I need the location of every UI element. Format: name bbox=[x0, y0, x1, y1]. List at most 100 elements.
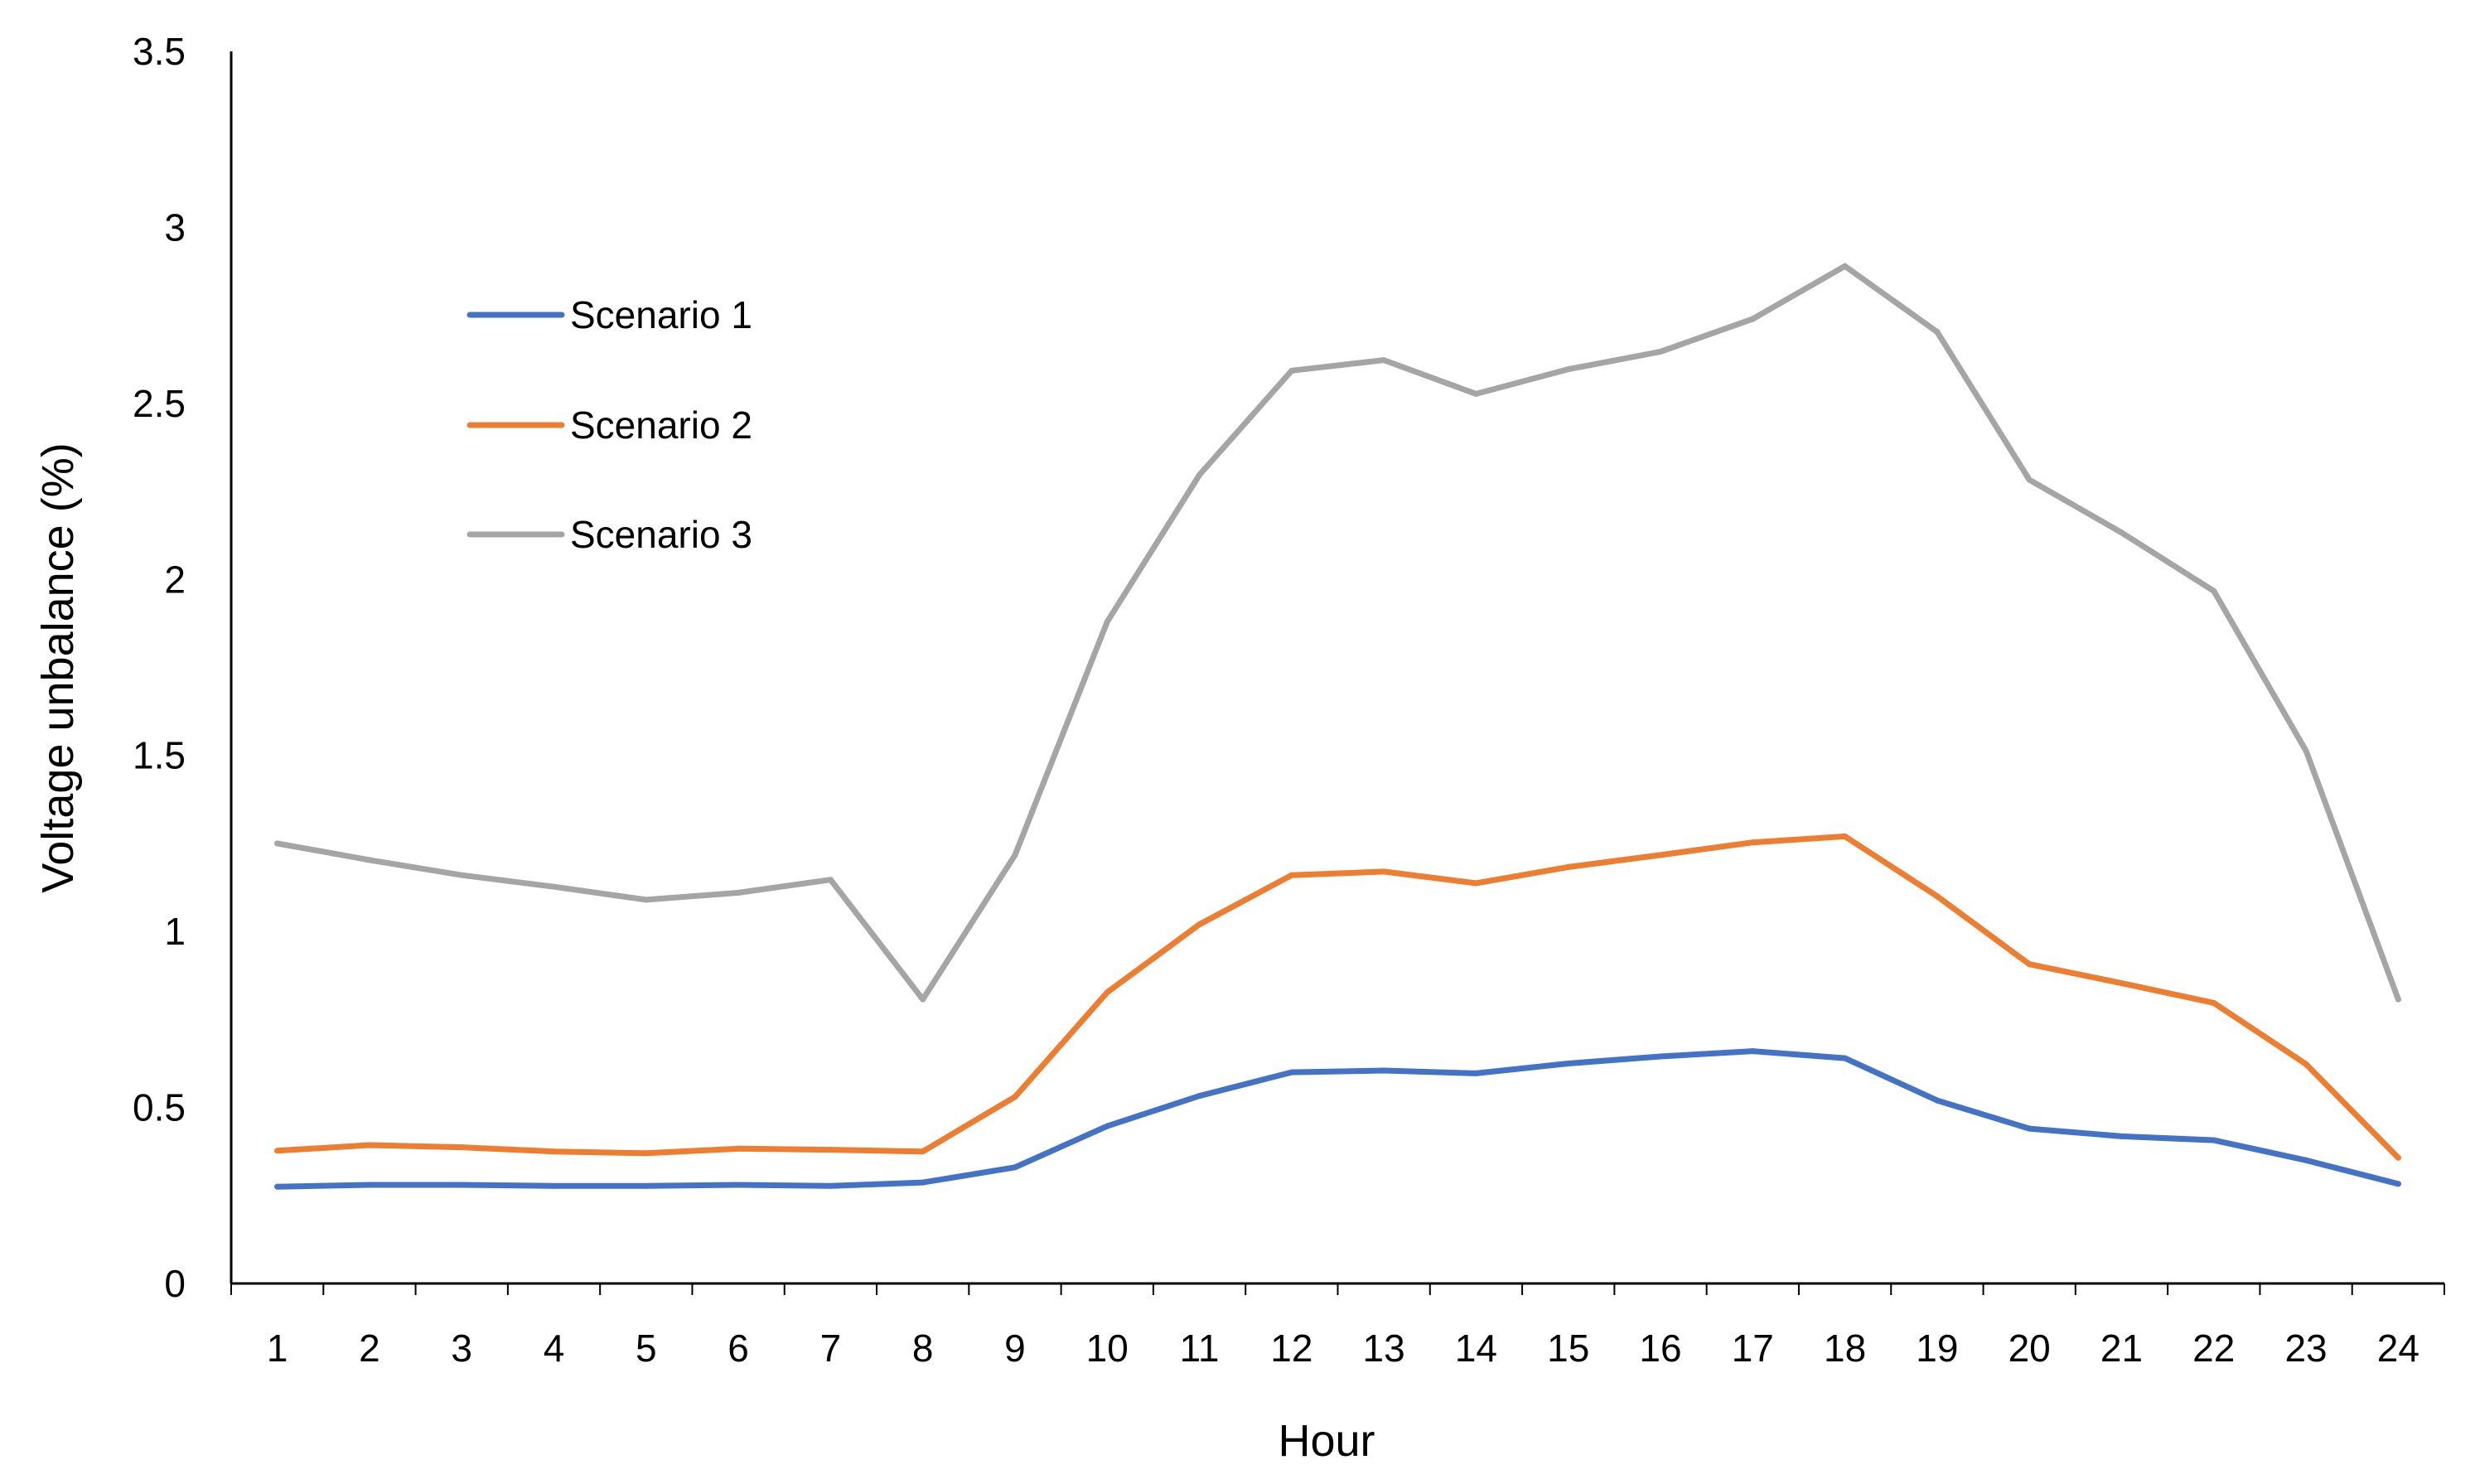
data-point bbox=[274, 1183, 281, 1190]
data-point bbox=[551, 883, 558, 890]
x-tick-label: 9 bbox=[1004, 1327, 1026, 1370]
data-point bbox=[2118, 529, 2125, 536]
data-point bbox=[458, 872, 465, 878]
x-tick-label: 11 bbox=[1180, 1327, 1220, 1370]
x-tick-label: 12 bbox=[1270, 1327, 1312, 1370]
x-tick-label: 2 bbox=[359, 1327, 380, 1370]
x-tick-label: 21 bbox=[2100, 1327, 2143, 1370]
series-line bbox=[274, 263, 2401, 1003]
data-point bbox=[827, 1147, 834, 1153]
legend-item: Scenario 1 bbox=[466, 293, 752, 336]
x-tick-label: 5 bbox=[636, 1327, 657, 1370]
series-line bbox=[274, 1048, 2401, 1190]
legend-label: Scenario 2 bbox=[570, 404, 752, 447]
x-tick-label: 6 bbox=[728, 1327, 749, 1370]
x-tick-label: 8 bbox=[912, 1327, 934, 1370]
data-point bbox=[1842, 263, 1849, 269]
data-point bbox=[274, 840, 281, 847]
data-point bbox=[2211, 587, 2217, 594]
x-tick-label: 7 bbox=[820, 1327, 842, 1370]
x-tick-label: 1 bbox=[267, 1327, 288, 1370]
data-point bbox=[1565, 1060, 1572, 1066]
data-point bbox=[2026, 961, 2033, 968]
data-point bbox=[920, 1179, 926, 1186]
data-point bbox=[827, 1182, 834, 1189]
y-tick-label: 0 bbox=[164, 1262, 186, 1305]
data-point bbox=[920, 996, 926, 1003]
series-3 bbox=[274, 263, 2401, 1003]
y-tick-label: 1 bbox=[164, 910, 186, 953]
series-2 bbox=[274, 833, 2401, 1161]
data-point bbox=[1012, 852, 1018, 858]
data-point bbox=[1657, 348, 1664, 355]
data-point bbox=[2303, 1061, 2309, 1067]
data-point bbox=[1288, 367, 1295, 374]
x-tick-label: 4 bbox=[544, 1327, 565, 1370]
data-point bbox=[2211, 999, 2217, 1006]
data-point bbox=[1380, 357, 1387, 364]
data-point bbox=[1104, 618, 1110, 625]
data-point bbox=[2303, 747, 2309, 754]
legend-item: Scenario 2 bbox=[466, 404, 752, 447]
data-point bbox=[735, 1145, 742, 1152]
data-point bbox=[1657, 1053, 1664, 1060]
legend-item: Scenario 3 bbox=[466, 513, 752, 556]
x-tick-label: 14 bbox=[1455, 1327, 1497, 1370]
data-point bbox=[1012, 1094, 1018, 1100]
data-point bbox=[1749, 1048, 1756, 1055]
x-tick-label: 3 bbox=[451, 1327, 472, 1370]
data-point bbox=[735, 1182, 742, 1188]
data-point bbox=[1657, 852, 1664, 858]
data-point bbox=[366, 1142, 373, 1148]
data-point bbox=[1104, 1123, 1110, 1129]
x-axis-title: Hour bbox=[1278, 1416, 1375, 1466]
data-point bbox=[735, 889, 742, 896]
x-tick-label: 17 bbox=[1732, 1327, 1774, 1370]
data-point bbox=[643, 1182, 650, 1189]
data-point bbox=[1288, 872, 1295, 878]
data-point bbox=[1196, 1093, 1203, 1100]
data-point bbox=[1565, 366, 1572, 373]
x-tick-label: 24 bbox=[2377, 1327, 2419, 1370]
series-layer bbox=[274, 263, 2401, 1190]
series-line bbox=[274, 833, 2401, 1161]
data-point bbox=[1842, 1055, 1849, 1061]
data-point bbox=[2118, 1133, 2125, 1139]
data-point bbox=[1380, 868, 1387, 875]
legend-label: Scenario 1 bbox=[570, 293, 752, 336]
data-point bbox=[1472, 1070, 1479, 1076]
data-point bbox=[1196, 921, 1203, 928]
data-point bbox=[1472, 880, 1479, 887]
data-point bbox=[2026, 476, 2033, 483]
data-point bbox=[2395, 1181, 2401, 1187]
x-tick-label: 20 bbox=[2009, 1327, 2051, 1370]
data-point bbox=[2118, 980, 2125, 987]
data-point bbox=[1842, 833, 1849, 839]
data-point bbox=[1196, 471, 1203, 478]
y-tick-label: 1.5 bbox=[133, 734, 186, 777]
data-point bbox=[458, 1144, 465, 1151]
data-point bbox=[2395, 1154, 2401, 1161]
y-tick-label: 2 bbox=[164, 558, 186, 601]
data-point bbox=[366, 1182, 373, 1188]
legend: Scenario 1 Scenario 2 Scenario 3 bbox=[466, 293, 752, 556]
data-point bbox=[1934, 1097, 1941, 1104]
data-point bbox=[2211, 1137, 2217, 1143]
data-point bbox=[1380, 1067, 1387, 1074]
data-point bbox=[1934, 893, 1941, 900]
data-point bbox=[1565, 863, 1572, 870]
series-1 bbox=[274, 1048, 2401, 1190]
data-point bbox=[643, 1150, 650, 1157]
x-tick-label: 13 bbox=[1363, 1327, 1405, 1370]
data-point bbox=[274, 1148, 281, 1154]
data-point bbox=[827, 877, 834, 883]
data-point bbox=[1934, 329, 1941, 336]
y-tick-label: 2.5 bbox=[133, 382, 186, 425]
data-point bbox=[2303, 1157, 2309, 1163]
data-point bbox=[643, 897, 650, 903]
y-axis: 0 0.5 1 1.5 2 2.5 3 3.5 bbox=[133, 30, 233, 1305]
x-tick-label: 10 bbox=[1086, 1327, 1129, 1370]
data-point bbox=[1012, 1164, 1018, 1171]
data-point bbox=[2395, 996, 2401, 1003]
